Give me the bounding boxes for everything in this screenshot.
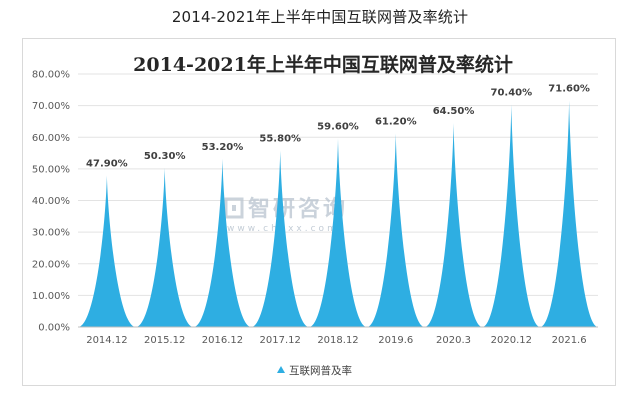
x-tick-label: 2015.12 [144,335,185,346]
series-peak [78,175,136,327]
y-tick-label: 80.00% [32,70,70,81]
series-peak [251,150,310,327]
axes: 0.00% 10.00% 20.00% 30.00% 40.00% 50.00% 60.00… [32,70,598,346]
x-tick-label: 2020.3 [436,335,471,346]
data-label: 50.30% [144,151,186,162]
x-tick-label: 2019.6 [378,335,413,346]
legend-triangle-icon [277,366,285,373]
data-label: 70.40% [491,87,533,98]
y-tick-label: 0.00% [38,323,70,334]
chart-title: 2014-2021年上半年中国互联网普及率统计 [133,53,513,76]
y-tick-label: 30.00% [32,228,70,239]
data-label: 71.60% [548,84,590,95]
data-label: 61.20% [375,116,417,127]
data-label: 64.50% [433,106,475,117]
data-label: 47.90% [86,159,128,170]
series-peak [482,104,541,327]
data-label: 59.60% [317,122,359,133]
watermark-logo-icon [224,197,244,219]
y-tick-label: 50.00% [32,164,70,175]
x-tick-label: 2014.12 [86,335,127,346]
chart-frame: 2014-2021年上半年中国互联网普及率统计 智研咨询 www.chyxx.c… [22,38,616,386]
x-tick-label: 2018.12 [317,335,358,346]
y-tick-label: 20.00% [32,259,70,270]
y-tick-label: 40.00% [32,196,70,207]
x-tick-label: 2017.12 [260,335,301,346]
x-tick-label: 2021.6 [552,335,587,346]
x-tick-label: 2020.12 [491,335,532,346]
y-tick-label: 10.00% [32,291,70,302]
data-label: 53.20% [202,142,244,153]
x-tick-label: 2016.12 [202,335,243,346]
page-title: 2014-2021年上半年中国互联网普及率统计 [171,8,469,26]
data-labels: 47.90% 50.30% 53.20% 55.80% 59.60% 61.20% 64.5… [86,84,590,170]
watermark: 智研咨询 www.chyxx.com [224,196,348,234]
series-peak [366,133,425,327]
legend: 互联网普及率 [277,364,352,377]
y-tick-label: 60.00% [32,133,70,144]
series-peak [193,158,252,327]
chart-canvas: 2014-2021年上半年中国互联网普及率统计 智研咨询 www.chyxx.c… [32,53,598,377]
data-label: 55.80% [259,134,301,145]
series-peaks [78,100,598,327]
y-tick-label: 70.00% [32,101,70,112]
series-peak [424,123,483,327]
watermark-brand: 智研咨询 [248,196,348,222]
series-peak [135,167,194,327]
series-peak [540,100,598,327]
series-peak [309,138,367,327]
legend-label: 互联网普及率 [289,364,352,377]
